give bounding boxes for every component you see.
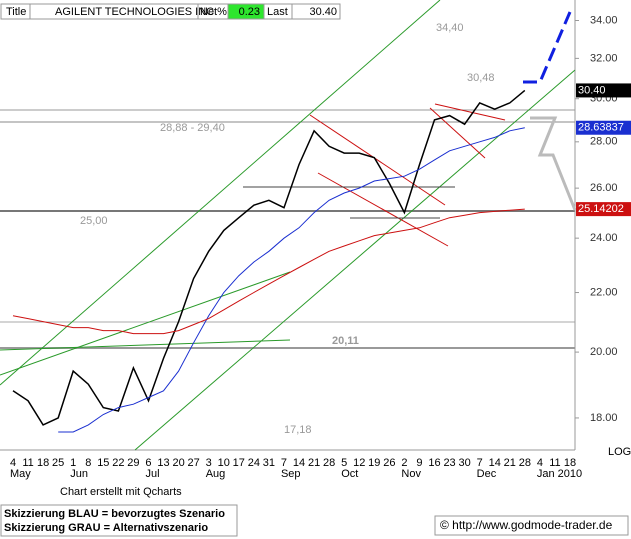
x-tick-label: 23 <box>443 457 455 469</box>
trendline <box>0 271 291 376</box>
x-tick-label: 1 <box>70 457 76 469</box>
series-line <box>58 127 525 433</box>
scenario-blue <box>523 11 572 84</box>
x-tick-label: 12 <box>353 457 365 469</box>
annotation: 25,00 <box>80 215 108 227</box>
header-net-label: Net% <box>200 6 227 18</box>
y-tick-label: 32.00 <box>590 52 618 64</box>
x-tick-label: 30 <box>458 457 470 469</box>
last-value-label: 28.63837 <box>578 122 624 134</box>
x-tick-label: 14 <box>489 457 501 469</box>
trendline <box>434 103 506 121</box>
month-label: Jun <box>70 468 88 480</box>
month-label: Oct <box>341 468 358 480</box>
annotation: 28,88 - 29,40 <box>160 122 225 134</box>
header-last-value: 30.40 <box>309 6 337 18</box>
x-tick-label: 21 <box>504 457 516 469</box>
last-value-label: 25.14202 <box>578 203 624 215</box>
x-tick-label: 7 <box>281 457 287 469</box>
x-tick-label: 18 <box>564 457 576 469</box>
last-value-badge <box>576 83 631 98</box>
x-tick-label: 17 <box>233 457 245 469</box>
x-tick-label: 3 <box>206 457 212 469</box>
trendline <box>309 114 446 206</box>
x-tick-label: 28 <box>323 457 335 469</box>
month-label: Jan 2010 <box>537 468 582 480</box>
x-tick-label: 18 <box>37 457 49 469</box>
note-box <box>0 504 238 537</box>
y-tick-label: 18.00 <box>590 412 618 424</box>
x-tick-label: 10 <box>218 457 230 469</box>
trendline <box>134 69 576 451</box>
x-tick-label: 19 <box>368 457 380 469</box>
levels <box>0 0 576 451</box>
trendline <box>317 172 449 247</box>
last-value-badge <box>576 202 631 217</box>
x-tick-label: 15 <box>97 457 109 469</box>
header-last-label: Last <box>267 6 288 18</box>
x-tick-label: 25 <box>52 457 64 469</box>
x-tick-label: 29 <box>127 457 139 469</box>
y-tick-label: 34.00 <box>590 14 618 26</box>
x-tick-label: 9 <box>416 457 422 469</box>
x-tick-label: 4 <box>10 457 16 469</box>
annotation: 30,48 <box>467 72 495 84</box>
x-tick-label: 28 <box>519 457 531 469</box>
annotation: 20,11 <box>332 335 359 347</box>
last-value-label: 30.40 <box>578 84 606 96</box>
scale-label: LOG <box>608 446 631 458</box>
x-tick-label: 21 <box>308 457 320 469</box>
month-label: Dec <box>477 468 497 480</box>
site: © http://www.godmode-trader.de <box>440 518 613 532</box>
month-label: Nov <box>401 468 421 480</box>
x-tick-label: 5 <box>341 457 347 469</box>
trendline <box>0 339 291 351</box>
scenario-gray <box>530 116 577 211</box>
trendline <box>429 107 486 159</box>
x-tick-label: 8 <box>85 457 91 469</box>
annotation: 17,18 <box>284 424 312 436</box>
series-line <box>12 89 526 426</box>
note-blue: Skizzierung BLAU = bevorzugtes Szenario <box>4 508 225 520</box>
x-tick-label: 24 <box>248 457 260 469</box>
x-tick-label: 6 <box>145 457 151 469</box>
y-tick-label: 22.00 <box>590 286 618 298</box>
last-box <box>263 3 341 20</box>
series-line <box>12 208 525 335</box>
x-tick-label: 14 <box>293 457 305 469</box>
annotation: 34,40 <box>436 22 464 34</box>
x-tick-label: 11 <box>549 457 560 469</box>
x-tick-label: 2 <box>401 457 407 469</box>
trendline <box>0 0 441 386</box>
y-tick-label: 24.00 <box>590 232 618 244</box>
x-tick-label: 7 <box>477 457 483 469</box>
header-title-label: Title <box>6 6 26 18</box>
y-tick-label: 28.00 <box>590 136 618 148</box>
x-tick-label: 20 <box>172 457 184 469</box>
last-value-badge <box>576 120 631 135</box>
month-label: Jul <box>145 468 159 480</box>
x-tick-label: 31 <box>263 457 275 469</box>
month-label: Sep <box>281 468 301 480</box>
x-tick-label: 16 <box>428 457 440 469</box>
trendlines <box>0 0 577 451</box>
x-tick-label: 22 <box>112 457 124 469</box>
x-tick-label: 13 <box>157 457 169 469</box>
note-gray: Skizzierung GRAU = Alternativszenario <box>4 522 208 534</box>
y-tick-label: 26.00 <box>590 182 618 194</box>
x-tick-label: 27 <box>188 457 200 469</box>
site-box <box>434 515 629 536</box>
month-label: May <box>10 468 31 480</box>
month-label: Aug <box>206 468 226 480</box>
y-tick-label: 20.00 <box>590 346 618 358</box>
x-tick-label: 26 <box>383 457 395 469</box>
x-tick-label: 11 <box>22 457 33 469</box>
x-tick-label: 4 <box>537 457 543 469</box>
credit: Chart erstellt mit Qcharts <box>60 486 182 498</box>
header-net-value: 0.23 <box>239 6 260 18</box>
header-name: AGILENT TECHNOLOGIES INC <box>55 6 214 18</box>
